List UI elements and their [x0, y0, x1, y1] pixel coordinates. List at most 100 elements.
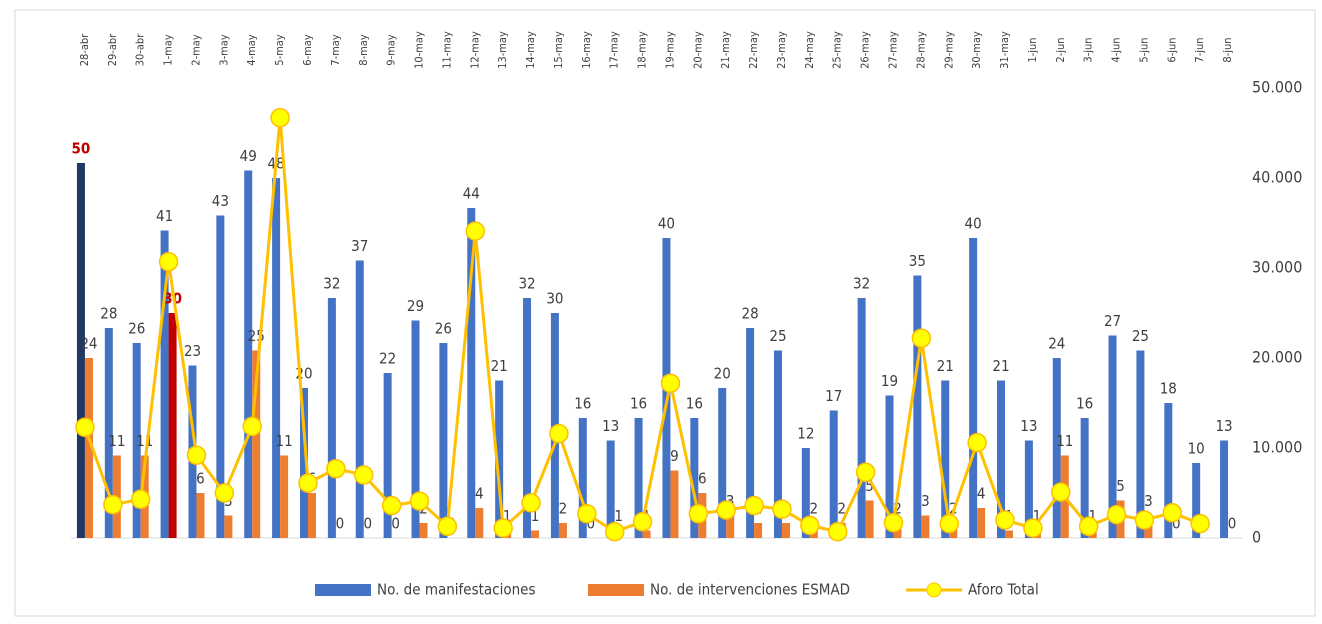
bar [1052, 358, 1061, 538]
bar [132, 343, 141, 538]
data-label: 11 [136, 432, 153, 450]
y2-tick-label: 20.000 [1252, 348, 1302, 367]
data-label: 23 [184, 342, 201, 360]
x-tick-label: 26-may [859, 31, 872, 69]
line-marker [242, 416, 262, 437]
bar [754, 523, 763, 538]
data-label: 28 [100, 305, 117, 323]
data-label: 21 [937, 357, 954, 375]
bar [252, 350, 261, 538]
bar [1024, 440, 1033, 538]
x-tick-label: 8-may [357, 34, 370, 66]
legend-label: Aforo Total [968, 581, 1039, 599]
x-tick-label: 10-may [413, 31, 426, 69]
data-label: 11 [108, 432, 125, 450]
bar [726, 515, 735, 538]
data-label: 16 [574, 395, 591, 413]
line-marker [716, 500, 736, 520]
data-label: 1 [1088, 507, 1097, 525]
line-marker [660, 373, 681, 393]
legend-swatch [926, 582, 942, 598]
line-marker [577, 503, 597, 524]
bar [781, 523, 790, 538]
bar [299, 388, 308, 538]
y2-tick-label: 50.000 [1252, 78, 1302, 97]
data-label: 19 [881, 372, 898, 390]
bar [829, 410, 838, 538]
bar [634, 418, 643, 538]
line-marker [549, 423, 569, 444]
x-tick-label: 21-may [719, 31, 732, 69]
data-label: 40 [658, 215, 675, 233]
line-marker [911, 328, 932, 348]
y2-tick-label: 40.000 [1252, 168, 1302, 187]
data-label: 12 [797, 425, 814, 443]
bar [467, 208, 476, 538]
data-label: 0 [587, 515, 596, 533]
data-label: 11 [276, 432, 293, 450]
x-tick-label: 3-may [217, 34, 230, 66]
x-tick-label: 2-jun [1054, 37, 1067, 62]
y2-tick-label: 30.000 [1252, 258, 1302, 277]
bar [642, 530, 651, 538]
data-label: 44 [463, 185, 480, 203]
data-label: 11 [1056, 432, 1073, 450]
data-label: 20 [714, 365, 731, 383]
x-tick-label: 3-jun [1082, 37, 1095, 62]
x-tick-label: 1-may [162, 34, 175, 66]
line-marker [465, 221, 486, 241]
x-tick-label: 7-jun [1193, 37, 1206, 62]
line-marker [437, 516, 458, 537]
data-label: 50 [72, 140, 91, 158]
legend-label: No. de manifestaciones [377, 581, 536, 599]
line-marker [103, 494, 123, 515]
bar [578, 418, 587, 538]
bar [865, 500, 874, 538]
x-tick-label: 28-abr [78, 33, 91, 67]
data-label: 35 [909, 252, 926, 270]
x-tick-label: 15-may [552, 31, 565, 69]
y2-tick-label: 10.000 [1252, 438, 1302, 457]
data-label: 2 [837, 500, 846, 518]
x-tick-label: 14-may [524, 31, 537, 69]
line-marker [1162, 503, 1183, 523]
bar [383, 373, 392, 538]
data-label: 40 [965, 215, 982, 233]
bar [969, 238, 978, 538]
bar [885, 395, 894, 538]
bar [977, 508, 986, 538]
bar [419, 523, 428, 538]
bar [941, 380, 950, 538]
line-marker [995, 510, 1015, 530]
line-marker [75, 417, 95, 438]
data-label: 4 [475, 485, 484, 503]
bar [475, 508, 484, 538]
bar [523, 298, 532, 538]
bar [355, 260, 364, 538]
data-label: 1 [1033, 507, 1042, 525]
bar [670, 470, 679, 538]
data-label: 21 [491, 357, 508, 375]
bar [411, 320, 420, 538]
line-marker [326, 458, 346, 479]
line-marker [827, 521, 848, 542]
bar [272, 178, 281, 538]
data-label: 16 [1076, 395, 1093, 413]
legend-swatch [588, 584, 644, 596]
x-tick-label: 12-may [468, 31, 481, 69]
bar [1192, 463, 1201, 538]
data-label: 9 [670, 447, 679, 465]
bar [76, 163, 85, 538]
data-label: 29 [407, 297, 424, 315]
data-label: 32 [323, 275, 340, 293]
x-tick-label: 29-abr [106, 33, 119, 67]
x-tick-label: 4-jun [1110, 37, 1123, 62]
x-tick-label: 31-may [998, 31, 1011, 69]
line-marker [158, 251, 179, 272]
data-label: 1 [531, 507, 540, 525]
line-marker [632, 512, 653, 532]
data-label: 22 [379, 350, 396, 368]
x-tick-label: 7-may [329, 34, 342, 66]
x-tick-label: 9-may [385, 34, 398, 66]
line-marker [521, 493, 541, 513]
